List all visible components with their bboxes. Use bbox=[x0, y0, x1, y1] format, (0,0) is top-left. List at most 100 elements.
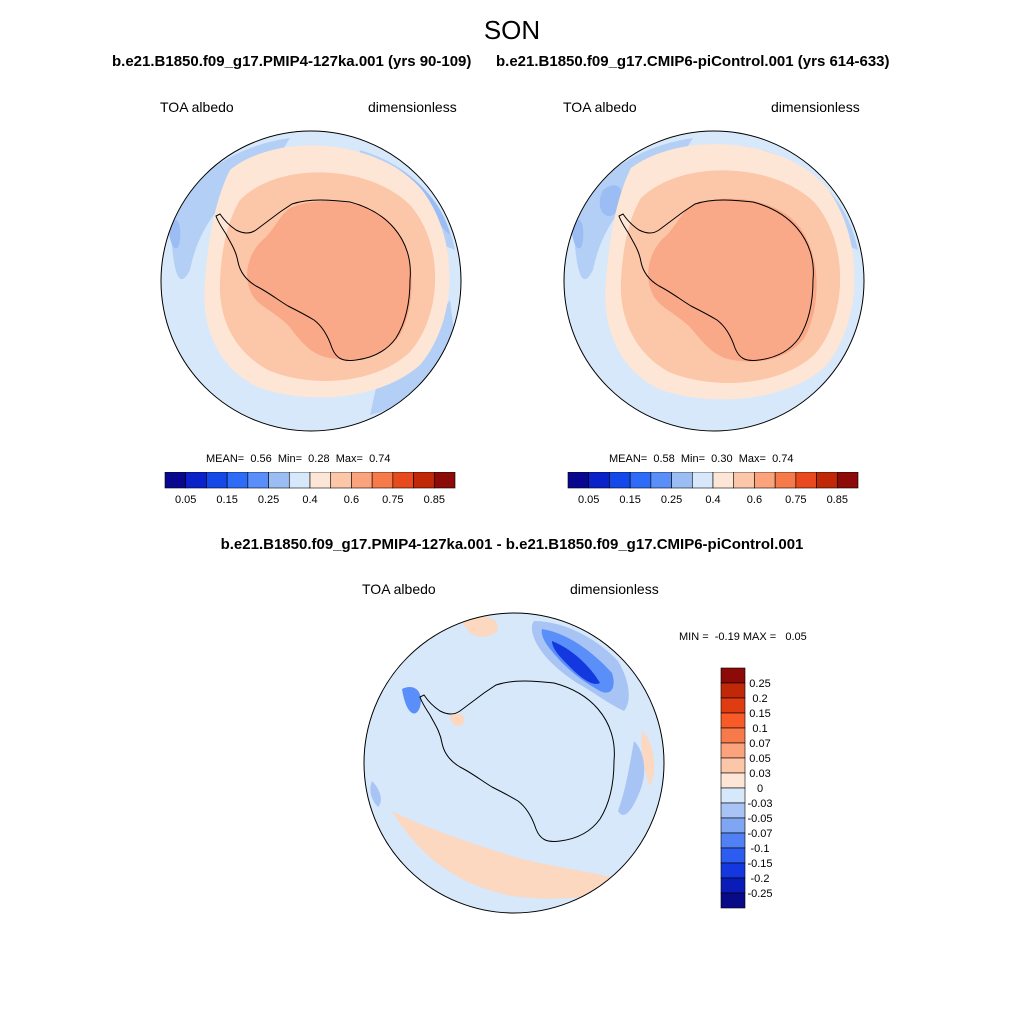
panel-3-colorbar-swatch-12 bbox=[720, 847, 746, 864]
panel-3-map bbox=[363, 612, 665, 914]
panel-3-colorbar-tick-label: -0.03 bbox=[747, 798, 772, 810]
panel-2-colorbar-swatch-7 bbox=[712, 472, 735, 489]
panel-3-colorbar-tick-label: -0.25 bbox=[747, 888, 772, 900]
min-value: 0.28 bbox=[308, 453, 330, 465]
panel-1-title: b.e21.B1850.f09_g17.PMIP4-127ka.001 (yrs… bbox=[112, 53, 472, 70]
panel-2-colorbar-tick-label: 0.85 bbox=[827, 494, 848, 506]
panel-3-colorbar-tick-label: 0 bbox=[757, 783, 763, 795]
mean-value: 0.58 bbox=[653, 453, 675, 465]
panel-3-variable-label: TOA albedo bbox=[362, 581, 436, 597]
panel-1-colorbar-tick-label: 0.05 bbox=[175, 494, 196, 506]
panel-3-colorbar-swatch-5 bbox=[720, 742, 746, 759]
panel-2-units-label: dimensionless bbox=[771, 99, 860, 115]
panel-2-colorbar-tick-label: 0.25 bbox=[661, 494, 682, 506]
panel-1-colorbar-swatch-6 bbox=[288, 472, 311, 489]
min-label: Min= bbox=[277, 453, 303, 465]
panel-2-colorbar-swatch-12 bbox=[816, 472, 838, 489]
panel-3-title: b.e21.B1850.f09_g17.PMIP4-127ka.001 - b.… bbox=[220, 536, 804, 553]
panel-2-colorbar-tick-label: 0.4 bbox=[705, 494, 720, 506]
panel-2-colorbar-tick-label: 0.6 bbox=[747, 494, 762, 506]
panel-1-colorbar-tick-label: 0.4 bbox=[302, 494, 317, 506]
panel-1-colorbar-swatch-13 bbox=[433, 472, 456, 489]
coastline bbox=[215, 199, 411, 361]
panel-2-colorbar-swatch-4 bbox=[650, 472, 672, 489]
panel-2-colorbar: 0.050.150.250.40.60.750.850.95 bbox=[567, 472, 859, 506]
panel-1-colorbar-swatch-11 bbox=[392, 472, 414, 489]
panel-1-colorbar-swatch-8 bbox=[330, 472, 352, 489]
panel-1-colorbar-swatch-7 bbox=[309, 472, 332, 489]
panel-1-units-label: dimensionless bbox=[368, 99, 457, 115]
panel-3-colorbar-tick-label: -0.07 bbox=[747, 828, 772, 840]
panel-3-colorbar-tick-label: -0.1 bbox=[751, 843, 770, 855]
panel-2-colorbar-swatch-5 bbox=[671, 472, 693, 489]
panel-3-colorbar-tick-label: 0.07 bbox=[749, 738, 770, 750]
min-label: Min= bbox=[680, 453, 706, 465]
panel-3-colorbar-tick-label: -0.15 bbox=[747, 858, 772, 870]
panel-1-variable-label: TOA albedo bbox=[160, 99, 234, 115]
panel-3-colorbar-tick-label: -0.05 bbox=[747, 813, 772, 825]
panel-2-colorbar-swatch-0 bbox=[567, 472, 590, 489]
panel-3-colorbar-tick-label: 0.15 bbox=[749, 708, 770, 720]
diff-positive-region bbox=[641, 731, 655, 786]
panel-1-colorbar-swatch-12 bbox=[413, 472, 435, 489]
diff-positive-region bbox=[392, 811, 624, 899]
panel-1-colorbar-swatch-0 bbox=[164, 472, 187, 489]
panel-3-colorbar-swatch-14 bbox=[720, 877, 746, 894]
ocean-dark-patch bbox=[599, 185, 623, 217]
panel-3-colorbar-tick-label: 0.05 bbox=[749, 753, 770, 765]
panel-1-colorbar-swatch-3 bbox=[226, 472, 249, 489]
panel-3-colorbar-swatch-9 bbox=[720, 802, 746, 819]
panel-1-colorbar: 0.050.150.250.40.60.750.850.95 bbox=[164, 472, 456, 506]
panel-2-colorbar-tick-label: 0.75 bbox=[785, 494, 806, 506]
diff-positive-region bbox=[462, 616, 498, 637]
panel-2-colorbar-tick-label: 0.05 bbox=[578, 494, 599, 506]
panel-3-colorbar-tick-label: 0.1 bbox=[752, 723, 767, 735]
coastline bbox=[419, 680, 615, 842]
panel-2-colorbar-swatch-9 bbox=[754, 472, 776, 489]
diff-positive-region bbox=[450, 713, 465, 726]
panel-3-units-label: dimensionless bbox=[570, 581, 659, 597]
panel-1-colorbar-tick-label: 0.25 bbox=[258, 494, 279, 506]
panel-2-colorbar-swatch-8 bbox=[733, 472, 755, 489]
panel-1-colorbar-swatch-4 bbox=[247, 472, 269, 489]
panel-2-variable-label: TOA albedo bbox=[563, 99, 637, 115]
panel-3-colorbar-swatch-4 bbox=[720, 727, 746, 744]
ice-sheet-field bbox=[247, 201, 412, 360]
panel-3-colorbar-tick-label: 0.03 bbox=[749, 768, 770, 780]
diff-negative-region bbox=[370, 781, 381, 807]
panel-3-colorbar-swatch-0 bbox=[720, 667, 746, 684]
panel-1-colorbar-tick-label: 0.75 bbox=[382, 494, 403, 506]
coastline bbox=[618, 199, 814, 361]
panel-2-colorbar-swatch-3 bbox=[629, 472, 652, 489]
mean-label: MEAN= bbox=[206, 453, 245, 465]
panel-2-title: b.e21.B1850.f09_g17.CMIP6-piControl.001 … bbox=[496, 53, 890, 70]
panel-2-map bbox=[563, 130, 865, 432]
panel-1-colorbar-tick-label: 0.6 bbox=[344, 494, 359, 506]
panel-1-colorbar-swatch-2 bbox=[206, 472, 228, 489]
panel-1-colorbar-tick-label: 0.85 bbox=[424, 494, 445, 506]
ice-sheet-field bbox=[648, 198, 817, 362]
panel-2-colorbar-swatch-10 bbox=[774, 472, 797, 489]
panel-3-colorbar-swatch-3 bbox=[720, 712, 746, 729]
panel-3-colorbar-swatch-7 bbox=[720, 772, 746, 789]
max-label: Max= bbox=[335, 453, 363, 465]
panel-3-colorbar-tick-label: -0.2 bbox=[751, 873, 770, 885]
panel-1-colorbar-swatch-1 bbox=[185, 472, 207, 489]
panel-3-colorbar-swatch-8 bbox=[720, 787, 746, 804]
panel-3-colorbar-swatch-15 bbox=[720, 892, 746, 909]
panel-3-stats: MIN = -0.19 MAX = 0.05 bbox=[679, 631, 807, 643]
panel-2-colorbar-tick-label: 0.15 bbox=[619, 494, 640, 506]
panel-3-colorbar-swatch-10 bbox=[720, 817, 746, 834]
panel-3-colorbar-tick-label: 0.2 bbox=[752, 693, 767, 705]
panel-2-stats: MEAN= 0.58 Min= 0.30 Max= 0.74 bbox=[609, 453, 793, 465]
max-value: 0.74 bbox=[772, 453, 794, 465]
mean-label: MEAN= bbox=[609, 453, 648, 465]
panel-1-colorbar-swatch-10 bbox=[371, 472, 394, 489]
max-label: Max= bbox=[738, 453, 766, 465]
panel-2-colorbar-swatch-1 bbox=[588, 472, 610, 489]
panel-1-colorbar-swatch-5 bbox=[268, 472, 290, 489]
panel-2-colorbar-swatch-13 bbox=[836, 472, 859, 489]
panel-1-stats: MEAN= 0.56 Min= 0.28 Max= 0.74 bbox=[206, 453, 390, 465]
panel-2-colorbar-swatch-11 bbox=[795, 472, 817, 489]
panel-3-colorbar-swatch-13 bbox=[720, 862, 746, 879]
